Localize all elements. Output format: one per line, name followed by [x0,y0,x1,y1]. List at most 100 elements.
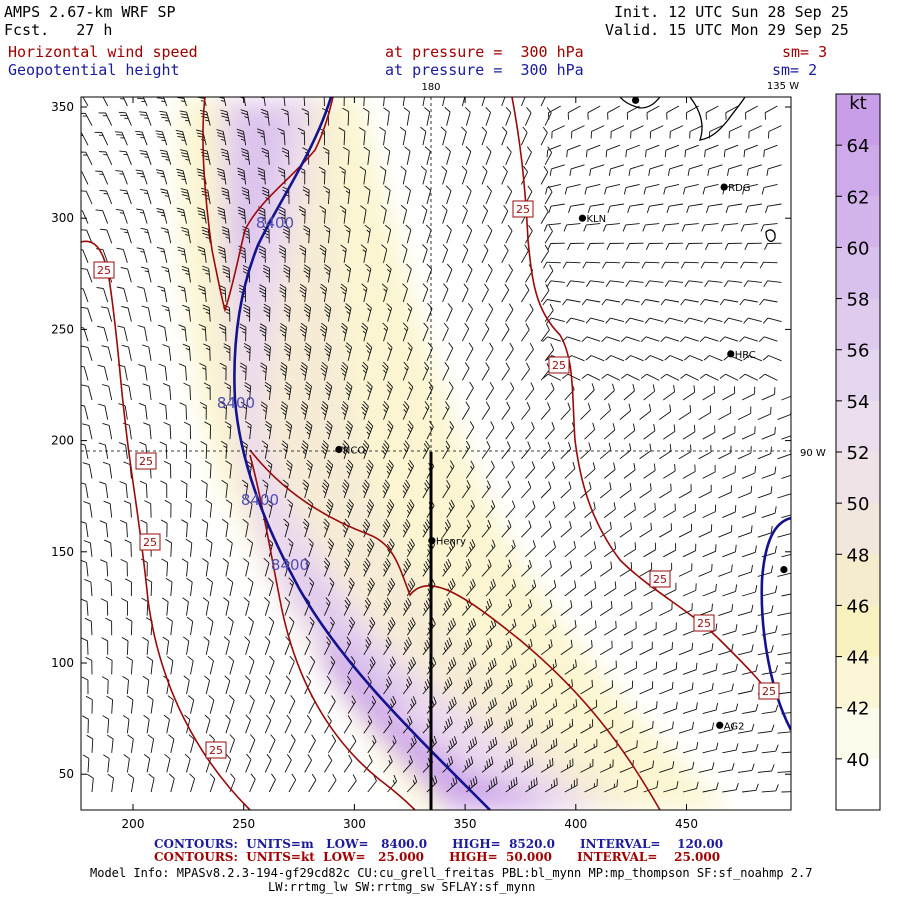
wind-barb [365,263,372,283]
field1-name: Horizontal wind speed [8,43,198,61]
wind-barb [547,242,565,250]
wind-barb [639,681,654,695]
wind-barb [722,425,736,440]
wind-barb [718,524,733,538]
wind-barb [361,400,369,420]
wind-barb [757,724,775,734]
wind-barb [384,185,391,205]
wind-barb [258,206,266,224]
wind-barb [619,641,633,656]
wind-barb [737,525,753,538]
speed-contour-label-box [512,200,534,218]
wind-barb [402,283,408,303]
wind-barb [585,355,605,362]
wind-barb [158,363,168,381]
wind-barb [363,597,371,616]
wind-barb [325,420,333,440]
wind-barb [521,520,532,538]
wind-barb [105,656,113,675]
wind-barb [540,678,553,695]
wind-barb [722,703,739,715]
wind-barb [682,702,698,715]
wind-barb [564,461,576,479]
wind-barb [119,189,132,205]
wind-barb [379,126,386,146]
wind-barb [501,598,513,616]
wind-barb [189,773,196,793]
wind-barb [262,264,270,283]
wind-barb [225,714,231,734]
wind-barb [521,402,531,420]
wind-barb [505,500,516,518]
wind-barb [505,185,513,205]
wind-barb [339,166,346,185]
wind-barb [525,540,536,558]
wind-barb [200,480,208,499]
wind-barb [461,637,473,656]
wind-barb [743,280,762,287]
wind-barb [781,474,791,479]
wind-barb [367,577,375,597]
wind-barb [737,446,752,460]
coastlines [619,97,776,243]
wind-barb [119,150,132,165]
wind-barb [420,165,427,185]
wind-barb [422,440,430,460]
wind-barb [243,343,251,361]
wind-barb [361,361,369,381]
wind-barb [300,401,309,420]
x-tick-label: 400 [564,817,587,831]
wind-barb [481,97,486,107]
wind-barb [481,322,490,342]
wind-barb [220,401,227,420]
wind-barb [663,741,679,754]
wind-barb [420,126,427,146]
wind-barb [197,207,207,224]
wind-barb [328,773,337,793]
wind-barb [118,442,128,459]
wind-barb [426,342,433,361]
wind-barb [599,601,613,616]
wind-barb [698,563,713,577]
station-dot [716,721,724,729]
wind-barb [201,226,211,244]
wind-barb [217,245,227,263]
colorbar-segment [836,196,880,248]
wind-barb [757,406,772,421]
height-contour-label: 8400 [256,214,294,232]
wind-barb [757,525,773,538]
wind-barb [219,323,227,342]
wind-barb [564,659,577,675]
wind-barb [501,559,512,577]
wind-barb [601,373,621,381]
wind-barb [465,697,477,714]
wind-barb [678,761,695,773]
wind-barb [485,500,496,518]
wind-barb [422,401,430,420]
wind-barb [168,734,175,753]
speed-contour-label: 25 [139,455,153,468]
wind-barb [161,597,169,616]
wind-barb [740,261,758,269]
wind-barb [743,355,762,362]
wind-barb [442,519,451,538]
wind-barb [501,441,511,460]
wind-barb [162,382,172,401]
wind-barb [564,580,577,597]
wind-barb [202,265,211,283]
wind-barb [381,440,390,459]
wind-barb [505,382,515,401]
wind-barb [501,283,510,303]
wind-barb [245,753,252,773]
wind-barb [82,715,89,734]
wind-barb [121,637,129,655]
wind-barb [722,743,739,754]
wind-barb [540,244,549,264]
wind-barb [323,597,331,616]
wind-barb [121,344,132,361]
wind-barb [720,261,739,269]
wind-barb [739,373,758,381]
speed-contour-label: 25 [762,685,776,698]
wind-barb [446,696,457,714]
wind-barb [340,283,348,303]
